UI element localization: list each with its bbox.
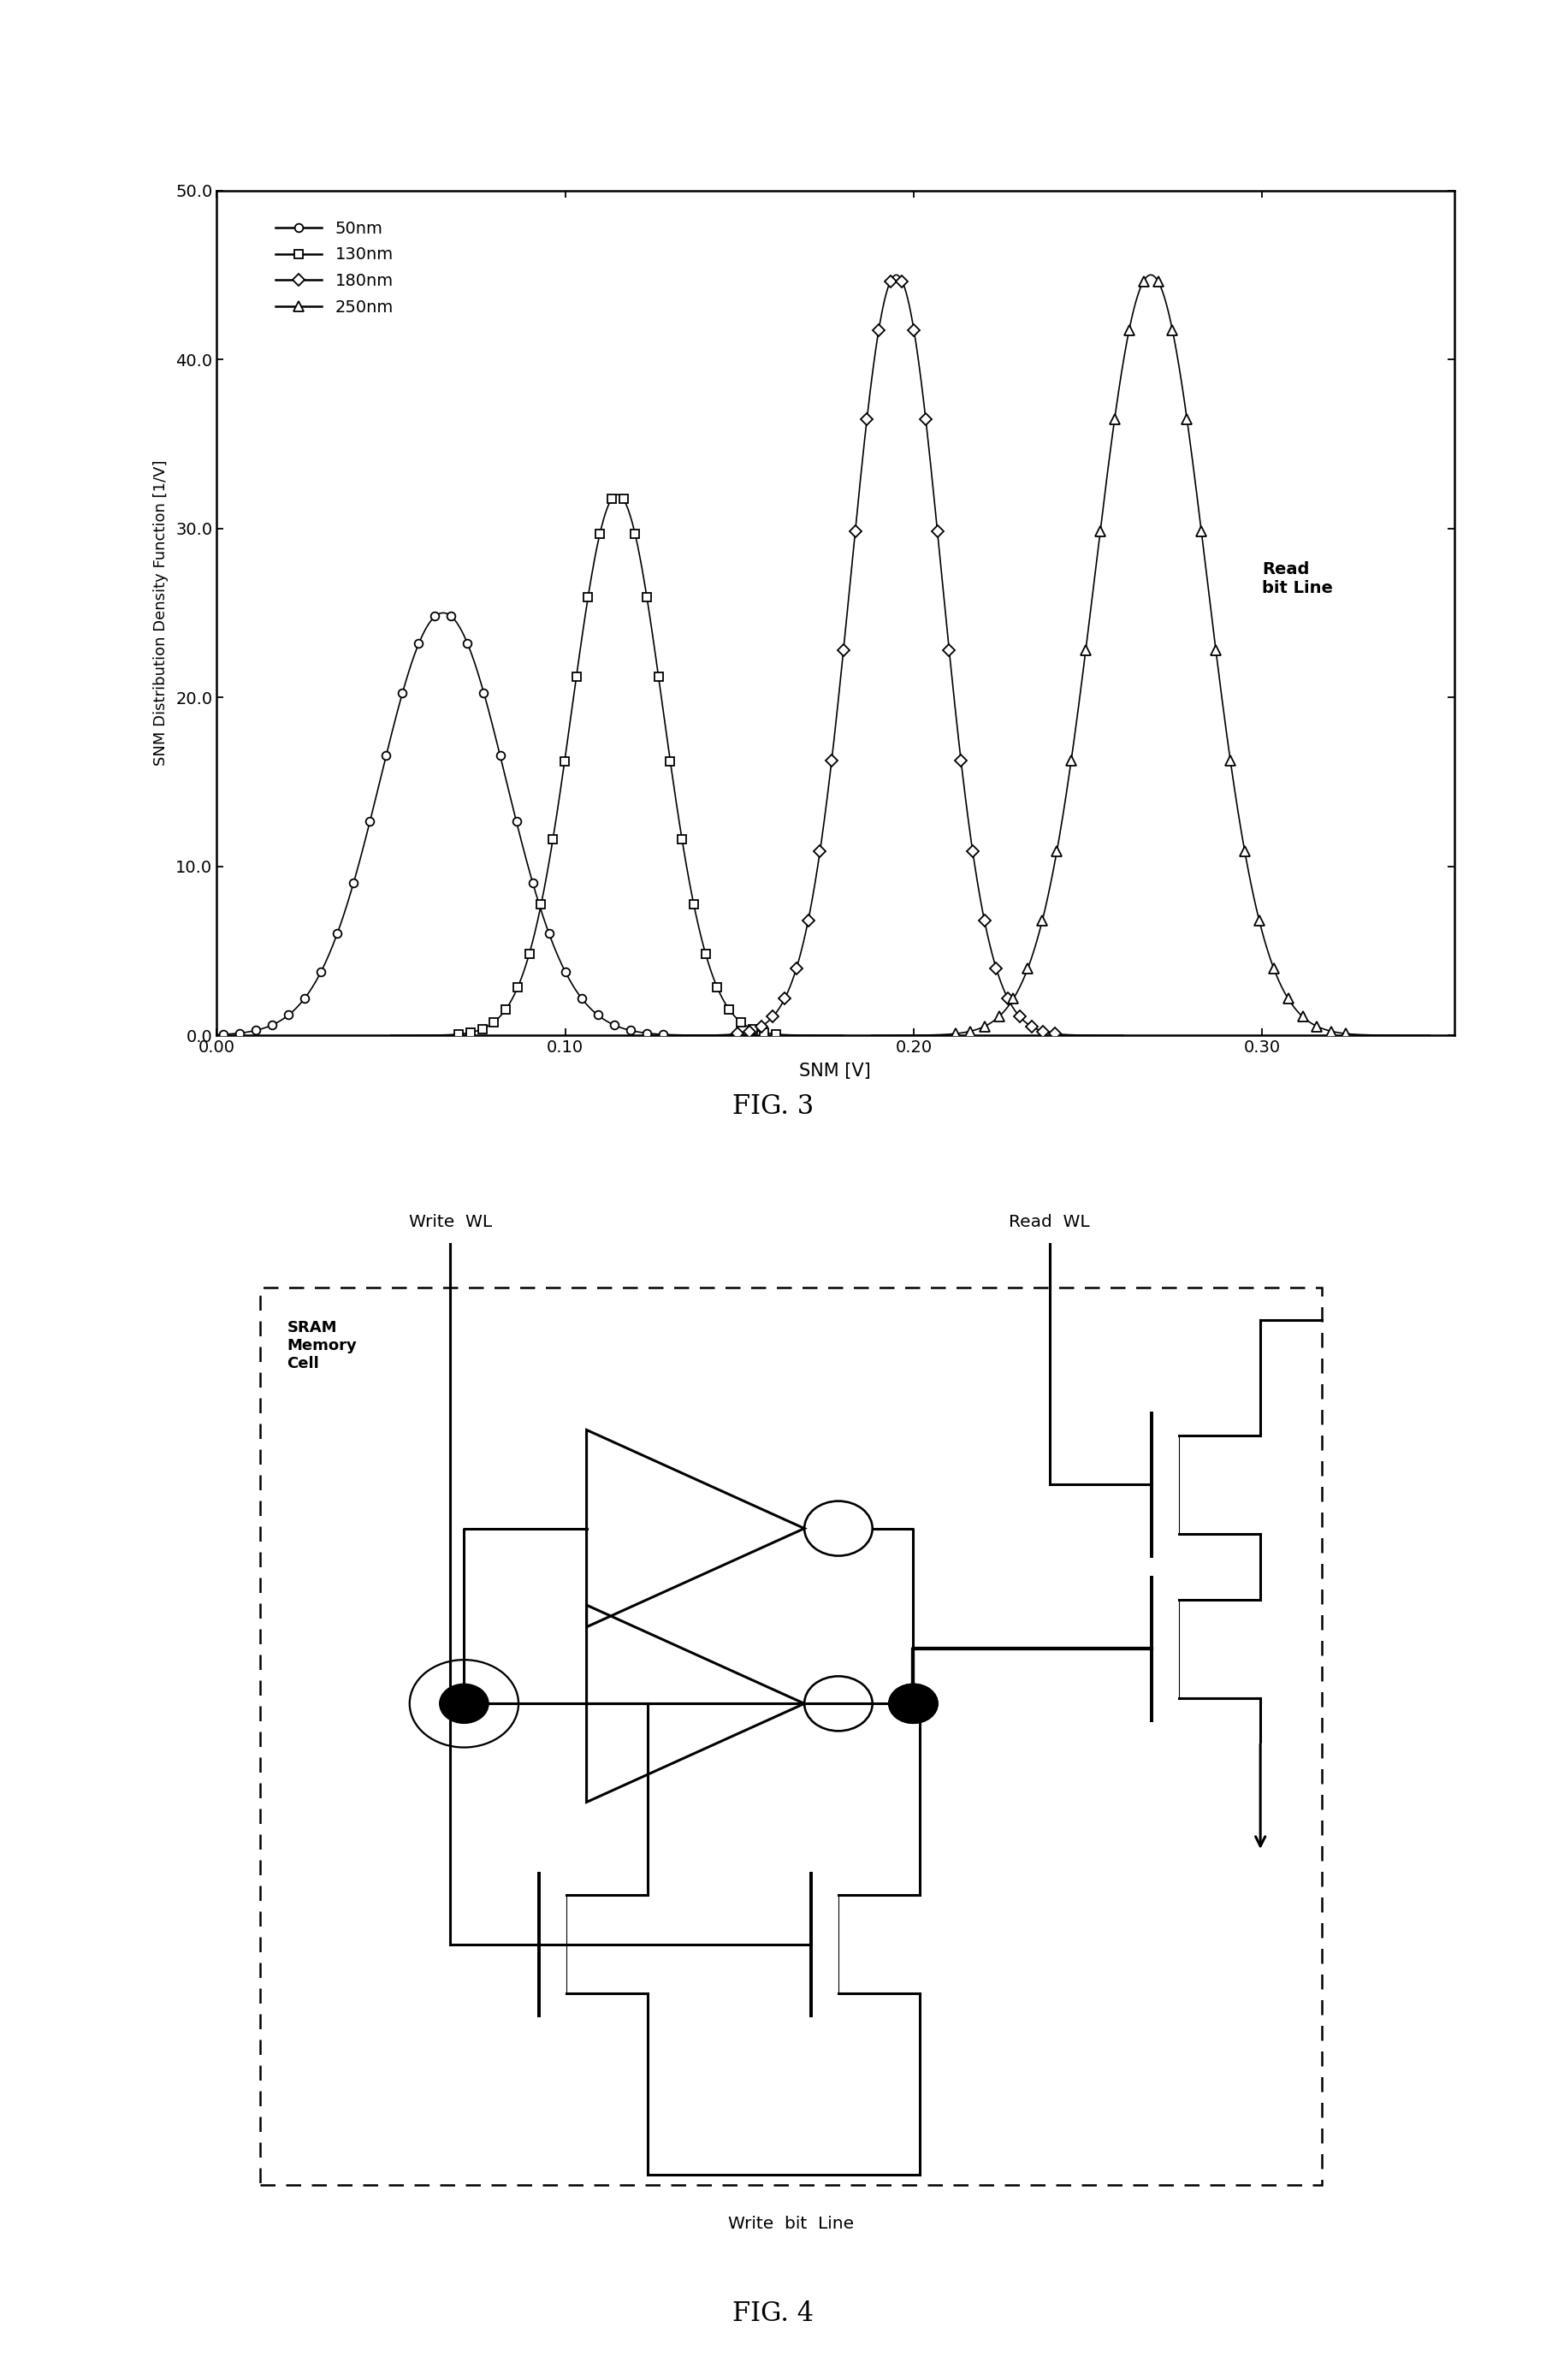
Text: SRAM
Memory
Cell: SRAM Memory Cell [288,1321,357,1371]
Text: Read  WL: Read WL [1008,1214,1090,1230]
Circle shape [889,1685,937,1723]
Text: Write  bit  Line: Write bit Line [728,2216,853,2232]
Bar [260,1288,1320,2185]
Text: Read
bit Line: Read bit Line [1262,562,1333,597]
Text: Write  WL: Write WL [408,1214,492,1230]
Text: FIG. 3: FIG. 3 [733,1092,813,1121]
Legend: 50nm, 130nm, 180nm, 250nm: 50nm, 130nm, 180nm, 250nm [261,207,407,328]
Y-axis label: SNM Distribution Density Function [1/V]: SNM Distribution Density Function [1/V] [153,459,169,766]
Text: FIG. 4: FIG. 4 [733,2299,813,2328]
X-axis label: SNM [V]: SNM [V] [799,1064,870,1081]
Circle shape [439,1685,489,1723]
Circle shape [889,1685,937,1723]
